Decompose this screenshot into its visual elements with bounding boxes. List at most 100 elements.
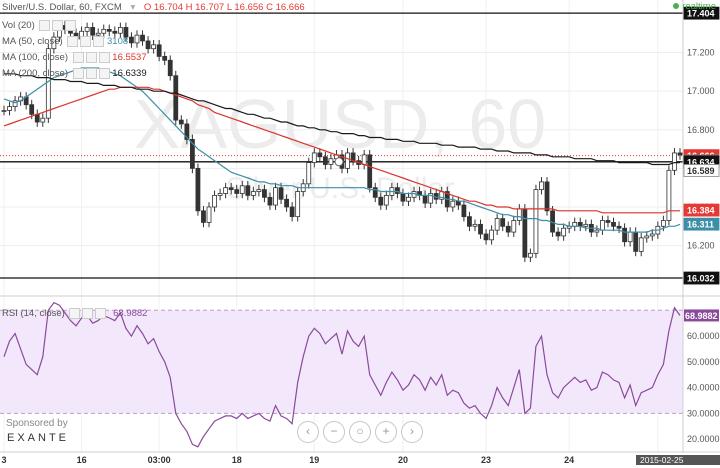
rsi-tick-label: 40.0000 (687, 383, 720, 393)
gear-icon[interactable] (85, 52, 97, 63)
legend-ma200-label: MA (200, close) (2, 68, 68, 80)
price-tag-label: 16.032 (687, 274, 715, 284)
price-tag (683, 6, 720, 20)
candle-body (400, 193, 406, 202)
candle-body (616, 225, 622, 229)
candle-body (206, 206, 212, 223)
zoom-in-button[interactable]: + (375, 421, 397, 443)
candle-body (12, 100, 18, 107)
legend-ma100[interactable]: MA (100, close) 16.5537 (2, 52, 147, 63)
price-tag-label: 16.384 (687, 206, 715, 216)
candle-body (1, 110, 7, 112)
legend-rsi[interactable]: RSI (14, close) 68.9882 (2, 308, 147, 319)
time-cursor-tag (636, 455, 720, 465)
legend-ma100-label: MA (100, close) (2, 52, 68, 64)
candle-body (278, 187, 284, 200)
candle-body (672, 152, 677, 171)
candle-body (605, 220, 611, 223)
close-icon[interactable] (93, 36, 105, 47)
symbol-header: Silver/U.S. Dollar, 60, FXCM ▾ O 16.704 … (2, 2, 305, 13)
close-icon[interactable] (98, 52, 110, 63)
candle-body (178, 119, 184, 125)
reset-chart-button[interactable]: ○ (349, 421, 371, 443)
rsi-tick-label: 60.0000 (687, 331, 720, 341)
candle-body (195, 167, 201, 212)
scroll-left-button[interactable]: ‹ (297, 421, 319, 443)
candle-body (395, 187, 400, 194)
candle-body (151, 44, 157, 50)
candle-body (378, 196, 384, 206)
realtime-indicator: realtime (673, 1, 716, 12)
close-icon[interactable] (98, 68, 110, 79)
candle-body (328, 158, 334, 165)
ma50-line (3, 67, 681, 233)
candle-body (34, 113, 40, 123)
candle-body (345, 152, 350, 169)
symbol-title[interactable]: Silver/U.S. Dollar, 60, FXCM (2, 2, 122, 13)
candle-body (594, 229, 600, 233)
legend-ma50[interactable]: MA (50, close) 3108 (2, 36, 128, 47)
close-icon[interactable] (95, 308, 107, 319)
rsi-tick-label: 20.0000 (687, 434, 720, 444)
ohlc-readout: O 16.704 H 16.707 L 16.656 C 16.666 (143, 2, 305, 13)
candle-body (461, 204, 467, 218)
candle-body (511, 220, 517, 233)
price-tag-label: 16.634 (687, 157, 715, 167)
chevron-down-icon[interactable]: ▾ (130, 2, 136, 13)
candle-body (622, 227, 627, 243)
legend-ma200[interactable]: MA (200, close) 16.6339 (2, 68, 147, 79)
candle-body (123, 27, 129, 38)
legend-ma100-value: 16.5537 (112, 52, 147, 64)
gear-icon[interactable] (80, 36, 92, 47)
candle-body (611, 222, 616, 227)
candle-body (489, 229, 495, 241)
price-tick-label: 17.200 (687, 48, 715, 58)
candle-body (29, 104, 35, 115)
candle-body (644, 235, 650, 239)
watermark-symbol: XAGUSD, 60 (134, 85, 546, 163)
candle-body (467, 216, 472, 227)
rsi-value-tag-label: 68.9882 (685, 311, 718, 321)
candle-body (561, 227, 567, 237)
sponsor-logo[interactable]: EXANTE (7, 432, 70, 444)
candle-body (228, 187, 234, 191)
candle-body (84, 27, 90, 32)
candle-body (306, 162, 312, 185)
candle-body (383, 195, 389, 206)
candle-body (256, 189, 262, 192)
scroll-right-button[interactable]: › (401, 421, 423, 443)
price-tick-label: 16.200 (687, 241, 715, 251)
price-tag-label: 17.404 (687, 9, 715, 19)
ma200-line (4, 73, 680, 166)
candle-body (516, 208, 522, 221)
gear-icon[interactable] (82, 308, 94, 319)
candle-body (223, 187, 229, 194)
sponsor-label: Sponsored by (6, 418, 68, 429)
candle-body (660, 220, 666, 227)
realtime-dot-icon (673, 3, 680, 9)
eye-icon[interactable] (39, 20, 51, 31)
time-tick-label: 16 (77, 455, 87, 465)
candle-body (311, 152, 317, 163)
legend-vol[interactable]: Vol (20) (2, 20, 77, 31)
candle-body (189, 139, 195, 169)
zoom-out-button[interactable]: − (323, 421, 345, 443)
price-tag (683, 271, 720, 285)
candle-body (666, 169, 672, 221)
close-icon[interactable] (65, 20, 77, 31)
candle-body (284, 198, 289, 208)
candle-body (483, 233, 489, 241)
eye-icon[interactable] (72, 52, 84, 63)
candle-body (112, 30, 118, 34)
gear-icon[interactable] (52, 20, 64, 31)
eye-icon[interactable] (69, 308, 81, 319)
rsi-band (0, 310, 683, 414)
gear-icon[interactable] (85, 68, 97, 79)
candle-body (494, 218, 500, 231)
ma100-line (3, 86, 680, 214)
eye-icon[interactable] (72, 68, 84, 79)
candle-body (361, 154, 367, 165)
eye-icon[interactable] (67, 36, 79, 47)
